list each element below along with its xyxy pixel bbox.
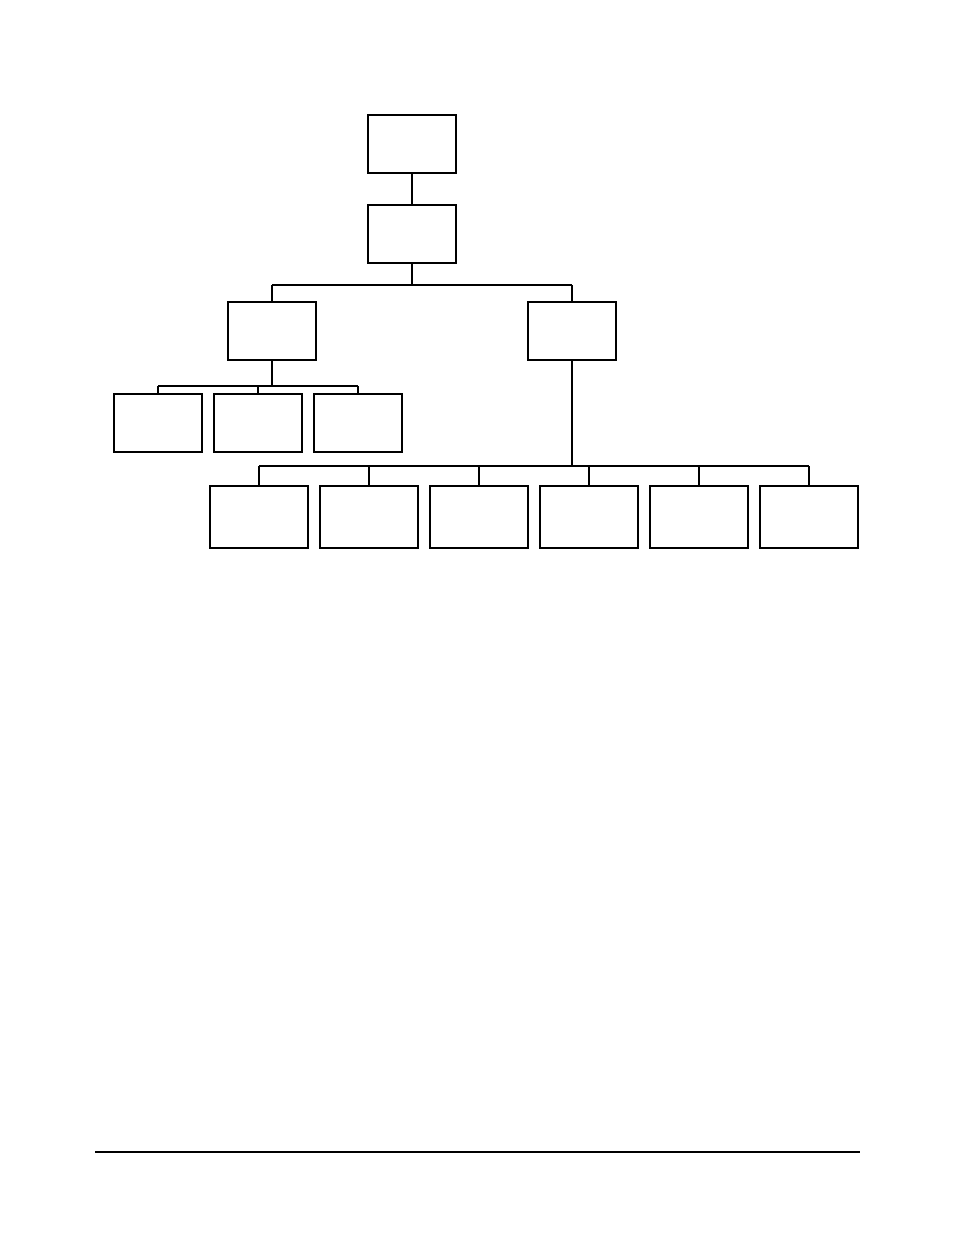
chart-node bbox=[214, 394, 302, 452]
chart-node bbox=[430, 486, 528, 548]
org-chart-svg bbox=[0, 0, 954, 1235]
chart-node bbox=[210, 486, 308, 548]
nodes-layer bbox=[114, 115, 858, 548]
chart-node bbox=[528, 302, 616, 360]
chart-node bbox=[320, 486, 418, 548]
chart-node bbox=[314, 394, 402, 452]
chart-node bbox=[540, 486, 638, 548]
chart-node bbox=[228, 302, 316, 360]
chart-node bbox=[114, 394, 202, 452]
chart-node bbox=[368, 205, 456, 263]
chart-node bbox=[760, 486, 858, 548]
chart-node bbox=[368, 115, 456, 173]
chart-node bbox=[650, 486, 748, 548]
